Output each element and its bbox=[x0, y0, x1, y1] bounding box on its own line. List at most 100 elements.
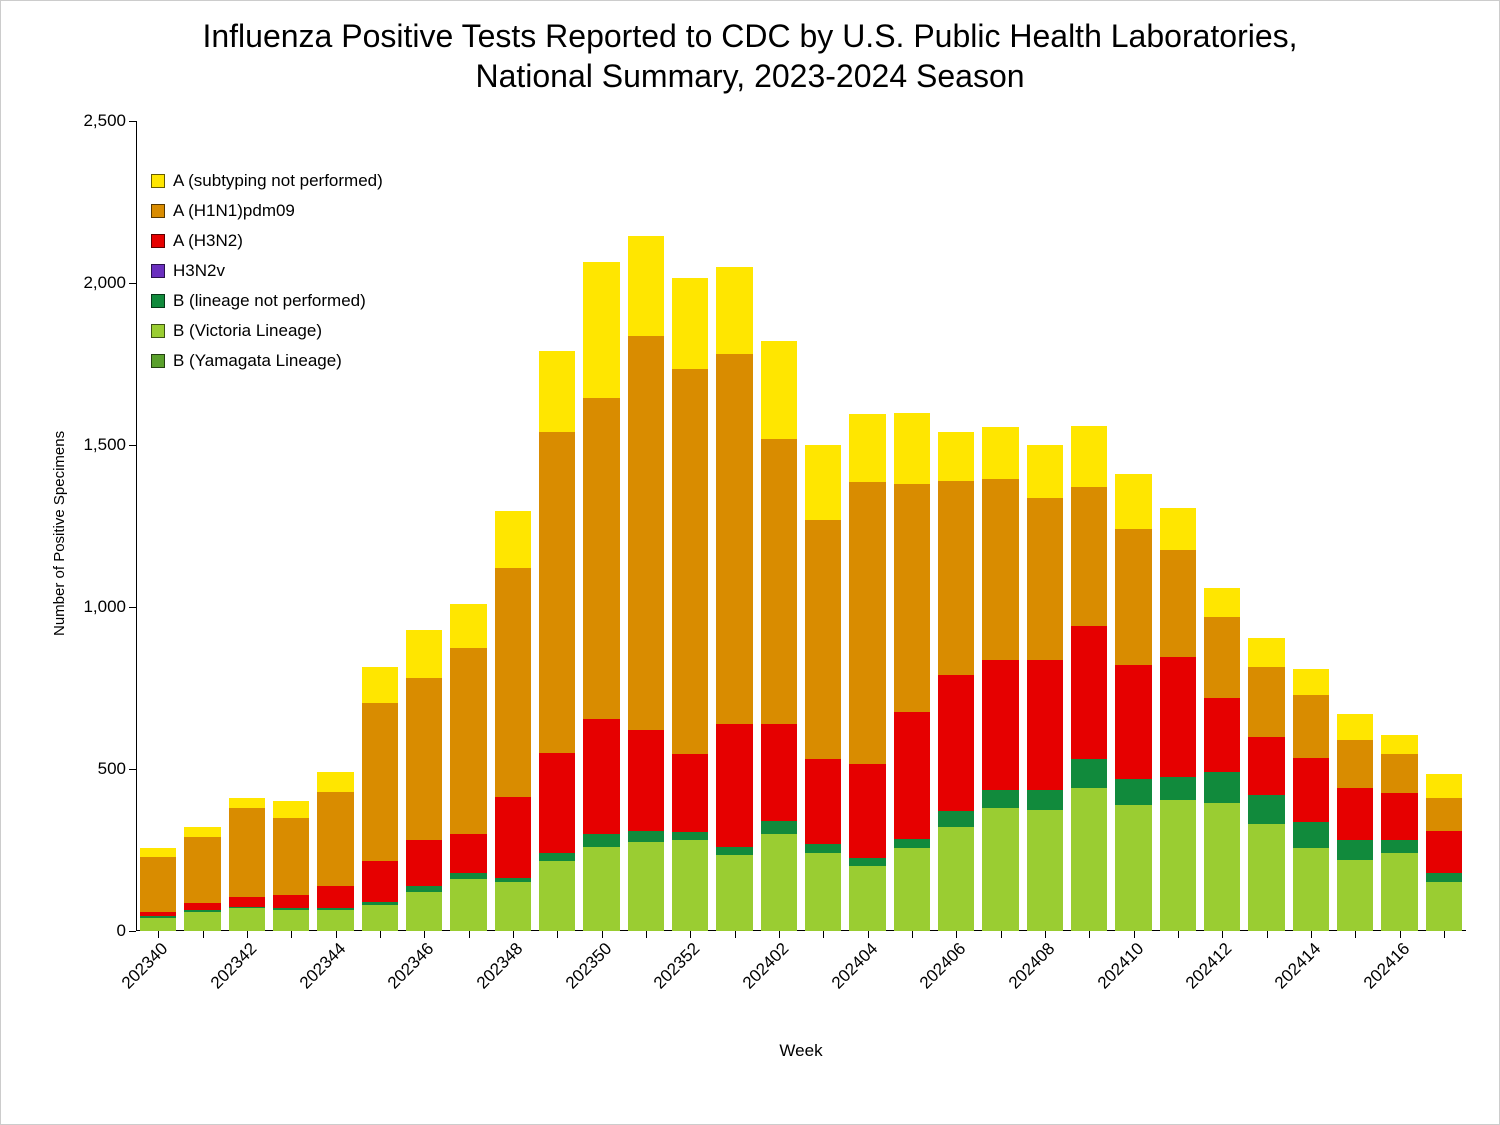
bar-segment-a_h3n2 bbox=[539, 753, 575, 853]
x-tick bbox=[336, 931, 337, 938]
bar-segment-a_sub_np bbox=[1248, 638, 1284, 667]
bar-segment-a_h1n1 bbox=[539, 432, 575, 753]
bar-segment-a_sub_np bbox=[1426, 774, 1462, 798]
bar-segment-a_h1n1 bbox=[805, 520, 841, 760]
bar-segment-a_h1n1 bbox=[229, 808, 265, 897]
bar-segment-a_h3n2 bbox=[1204, 698, 1240, 773]
legend-item: A (H3N2) bbox=[151, 231, 383, 251]
x-tick bbox=[291, 931, 292, 938]
x-tick bbox=[779, 931, 780, 938]
legend-swatch bbox=[151, 324, 165, 338]
x-tick-label: 202342 bbox=[207, 939, 261, 993]
bar-segment-a_sub_np bbox=[1027, 445, 1063, 498]
bar-segment-a_sub_np bbox=[229, 798, 265, 808]
x-tick bbox=[690, 931, 691, 938]
bar-segment-b_victoria bbox=[1204, 803, 1240, 931]
bar-segment-b_lineage_np bbox=[583, 834, 619, 847]
bar-segment-b_lineage_np bbox=[849, 858, 885, 866]
x-tick bbox=[158, 931, 159, 938]
bar-segment-a_h1n1 bbox=[1160, 550, 1196, 657]
bar bbox=[539, 351, 575, 931]
x-tick bbox=[424, 931, 425, 938]
bar-segment-a_h1n1 bbox=[1115, 529, 1151, 665]
x-tick bbox=[735, 931, 736, 938]
bar bbox=[1293, 669, 1329, 931]
bar-segment-a_h1n1 bbox=[716, 354, 752, 723]
bar-segment-a_sub_np bbox=[805, 445, 841, 520]
x-tick-label: 202348 bbox=[473, 939, 527, 993]
y-tick bbox=[129, 769, 136, 770]
bar-segment-a_sub_np bbox=[583, 262, 619, 398]
bar bbox=[1071, 426, 1107, 931]
bar-segment-a_sub_np bbox=[1293, 669, 1329, 695]
bar-segment-a_h1n1 bbox=[273, 818, 309, 896]
bar-segment-a_h1n1 bbox=[450, 648, 486, 834]
bar-segment-a_h1n1 bbox=[362, 703, 398, 862]
chart-title: Influenza Positive Tests Reported to CDC… bbox=[1, 16, 1499, 96]
bar bbox=[938, 432, 974, 931]
bar bbox=[1426, 774, 1462, 931]
legend-item: B (Victoria Lineage) bbox=[151, 321, 383, 341]
bar-segment-a_h3n2 bbox=[805, 759, 841, 843]
y-tick bbox=[129, 607, 136, 608]
x-tick bbox=[1267, 931, 1268, 938]
x-tick bbox=[956, 931, 957, 938]
bar-segment-a_h1n1 bbox=[184, 837, 220, 903]
bar-segment-b_lineage_np bbox=[805, 844, 841, 854]
bar-segment-a_sub_np bbox=[1337, 714, 1373, 740]
y-axis bbox=[136, 121, 137, 931]
bar-segment-a_h1n1 bbox=[1204, 617, 1240, 698]
x-tick-label: 202346 bbox=[384, 939, 438, 993]
bar-segment-b_lineage_np bbox=[1027, 790, 1063, 809]
bar bbox=[317, 772, 353, 931]
y-tick bbox=[129, 283, 136, 284]
bar-segment-a_h3n2 bbox=[362, 861, 398, 902]
x-tick bbox=[1444, 931, 1445, 938]
bar-segment-b_lineage_np bbox=[1160, 777, 1196, 800]
bar-segment-a_sub_np bbox=[140, 848, 176, 856]
legend-swatch bbox=[151, 264, 165, 278]
bar-segment-a_h3n2 bbox=[1115, 665, 1151, 778]
bar-segment-a_h3n2 bbox=[672, 754, 708, 832]
bar-segment-b_victoria bbox=[1381, 853, 1417, 931]
x-tick bbox=[469, 931, 470, 938]
bar bbox=[1381, 735, 1417, 931]
legend-swatch bbox=[151, 174, 165, 188]
x-tick bbox=[1355, 931, 1356, 938]
bar-segment-b_lineage_np bbox=[894, 839, 930, 849]
bar-segment-a_h3n2 bbox=[982, 660, 1018, 790]
bar-segment-b_lineage_np bbox=[982, 790, 1018, 808]
bar-segment-b_lineage_np bbox=[672, 832, 708, 840]
bar-segment-b_victoria bbox=[140, 918, 176, 931]
bar-segment-a_sub_np bbox=[1204, 588, 1240, 617]
bar-segment-b_victoria bbox=[317, 910, 353, 931]
bar bbox=[1248, 638, 1284, 931]
bar-segment-a_sub_np bbox=[894, 413, 930, 484]
x-tick-label: 202404 bbox=[827, 939, 881, 993]
bar-segment-b_lineage_np bbox=[539, 853, 575, 861]
x-tick-label: 202416 bbox=[1359, 939, 1413, 993]
bar-segment-a_h1n1 bbox=[1381, 754, 1417, 793]
bar bbox=[1115, 474, 1151, 931]
bar-segment-a_sub_np bbox=[716, 267, 752, 354]
legend-item: A (subtyping not performed) bbox=[151, 171, 383, 191]
bar-segment-a_h1n1 bbox=[317, 792, 353, 886]
bar-segment-b_victoria bbox=[406, 892, 442, 931]
bar-segment-b_victoria bbox=[1027, 810, 1063, 932]
legend-swatch bbox=[151, 234, 165, 248]
x-tick bbox=[1400, 931, 1401, 938]
legend-label: B (Victoria Lineage) bbox=[173, 321, 322, 341]
x-tick-label: 202344 bbox=[295, 939, 349, 993]
bar-segment-b_victoria bbox=[1293, 848, 1329, 931]
x-tick bbox=[912, 931, 913, 938]
x-tick bbox=[1134, 931, 1135, 938]
x-tick bbox=[247, 931, 248, 938]
bar-segment-a_h1n1 bbox=[982, 479, 1018, 660]
legend: A (subtyping not performed)A (H1N1)pdm09… bbox=[151, 171, 383, 381]
bar-segment-a_h3n2 bbox=[894, 712, 930, 838]
bar-segment-b_victoria bbox=[1160, 800, 1196, 931]
bar bbox=[1337, 714, 1373, 931]
bar-segment-a_h1n1 bbox=[1293, 695, 1329, 758]
bar-segment-a_h3n2 bbox=[1381, 793, 1417, 840]
bar-segment-a_sub_np bbox=[1160, 508, 1196, 550]
